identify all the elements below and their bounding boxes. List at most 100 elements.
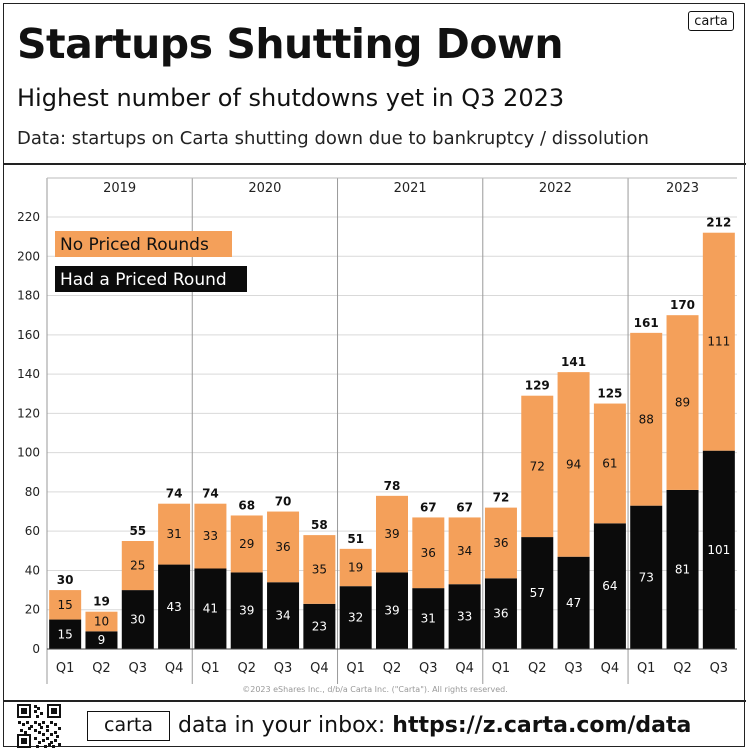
year-label: 2022 (539, 181, 572, 196)
cta-text: data in your inbox: (178, 713, 386, 738)
bar-had-priced-round (85, 631, 118, 649)
x-tick-label: Q1 (201, 661, 220, 676)
value-label-had-priced-round: 15 (58, 627, 73, 641)
total-label: 74 (166, 487, 183, 501)
legend-swatch-no-priced-rounds (55, 231, 232, 257)
x-tick-label: Q3 (419, 661, 438, 676)
x-tick-label: Q3 (274, 661, 293, 676)
value-label-no-priced-rounds: 36 (275, 540, 290, 554)
total-label: 74 (202, 487, 219, 501)
value-label-had-priced-round: 23 (312, 619, 327, 633)
x-tick-label: Q1 (637, 661, 656, 676)
total-label: 78 (384, 479, 401, 493)
total-label: 129 (525, 379, 550, 393)
value-label-no-priced-rounds: 111 (707, 335, 730, 349)
year-label: 2019 (103, 181, 136, 196)
bar-had-priced-round (158, 564, 191, 649)
y-tick-label: 180 (17, 289, 40, 303)
y-tick-label: 160 (17, 328, 40, 342)
value-label-no-priced-rounds: 15 (58, 598, 73, 612)
copyright-notice: ©2023 eShares Inc., d/b/a Carta Inc. ("C… (242, 685, 508, 694)
value-label-no-priced-rounds: 39 (384, 527, 399, 541)
year-label: 2023 (666, 181, 699, 196)
y-tick-label: 220 (17, 210, 40, 224)
value-label-had-priced-round: 30 (130, 613, 145, 627)
value-label-no-priced-rounds: 33 (203, 529, 218, 543)
footer-cta: data in your inbox: https://z.carta.com/… (178, 712, 691, 740)
value-label-had-priced-round: 101 (707, 543, 730, 557)
bar-had-priced-round (521, 537, 554, 649)
year-label: 2021 (394, 181, 427, 196)
bar-no-priced-rounds (630, 332, 663, 506)
value-label-had-priced-round: 36 (493, 607, 508, 621)
value-label-had-priced-round: 41 (203, 602, 218, 616)
value-label-no-priced-rounds: 94 (566, 457, 581, 471)
x-tick-label: Q1 (346, 661, 365, 676)
value-label-had-priced-round: 43 (166, 600, 181, 614)
total-label: 68 (238, 498, 255, 512)
page-title: Startups Shutting Down (17, 20, 564, 68)
bar-had-priced-round (666, 489, 699, 649)
total-label: 58 (311, 518, 328, 532)
bar-no-priced-rounds (484, 507, 517, 579)
bar-had-priced-round (412, 588, 445, 649)
y-tick-label: 0 (32, 642, 40, 656)
bar-had-priced-round (230, 572, 263, 649)
y-tick-label: 80 (25, 485, 40, 499)
total-label: 72 (493, 491, 510, 505)
bar-had-priced-round (121, 590, 154, 649)
x-tick-label: Q2 (237, 661, 256, 676)
bar-had-priced-round (267, 582, 300, 649)
x-tick-label: Q3 (710, 661, 729, 676)
value-label-no-priced-rounds: 61 (602, 456, 617, 470)
bar-no-priced-rounds (121, 541, 154, 591)
bar-no-priced-rounds (49, 590, 82, 620)
y-tick-label: 40 (25, 563, 40, 577)
bar-no-priced-rounds (267, 511, 300, 583)
carta-logo: carta (688, 11, 734, 31)
bar-no-priced-rounds (376, 495, 408, 573)
bar-no-priced-rounds (85, 611, 118, 632)
value-label-had-priced-round: 34 (275, 609, 290, 623)
header-divider (4, 163, 746, 165)
value-label-had-priced-round: 32 (348, 611, 363, 625)
x-tick-label: Q4 (310, 661, 329, 676)
total-label: 161 (634, 316, 659, 330)
value-label-had-priced-round: 39 (384, 604, 399, 618)
total-label: 51 (347, 532, 364, 546)
x-tick-label: Q3 (129, 661, 148, 676)
y-tick-label: 20 (25, 603, 40, 617)
value-label-no-priced-rounds: 89 (675, 396, 690, 410)
y-tick-label: 100 (17, 446, 40, 460)
value-label-had-priced-round: 33 (457, 610, 472, 624)
value-label-no-priced-rounds: 34 (457, 544, 472, 558)
qr-code-icon[interactable] (17, 704, 61, 748)
footer-divider (4, 700, 746, 702)
value-label-no-priced-rounds: 29 (239, 537, 254, 551)
value-label-had-priced-round: 9 (98, 633, 106, 647)
x-tick-label: Q2 (92, 661, 111, 676)
bar-no-priced-rounds (412, 517, 445, 589)
bar-had-priced-round (557, 556, 590, 649)
legend-label-no-priced-rounds: No Priced Rounds (60, 235, 209, 255)
total-label: 170 (670, 298, 695, 312)
x-tick-label: Q1 (492, 661, 511, 676)
x-tick-label: Q2 (528, 661, 547, 676)
bar-had-priced-round (593, 523, 626, 649)
legend-label-had-priced-round: Had a Priced Round (60, 270, 227, 290)
chart-frame (3, 3, 745, 747)
total-label: 55 (129, 524, 146, 538)
x-tick-label: Q2 (673, 661, 692, 676)
data-source-note: Data: startups on Carta shutting down du… (17, 128, 649, 149)
total-label: 125 (597, 387, 622, 401)
bar-no-priced-rounds (303, 535, 336, 604)
carta-logo-footer: carta (87, 711, 170, 741)
value-label-no-priced-rounds: 31 (166, 527, 181, 541)
bar-had-priced-round (339, 586, 372, 649)
x-tick-label: Q4 (455, 661, 474, 676)
bar-no-priced-rounds (557, 372, 590, 557)
total-label: 19 (93, 595, 110, 609)
total-label: 67 (420, 500, 437, 514)
cta-link[interactable]: https://z.carta.com/data (392, 713, 692, 738)
total-label: 30 (57, 573, 74, 587)
